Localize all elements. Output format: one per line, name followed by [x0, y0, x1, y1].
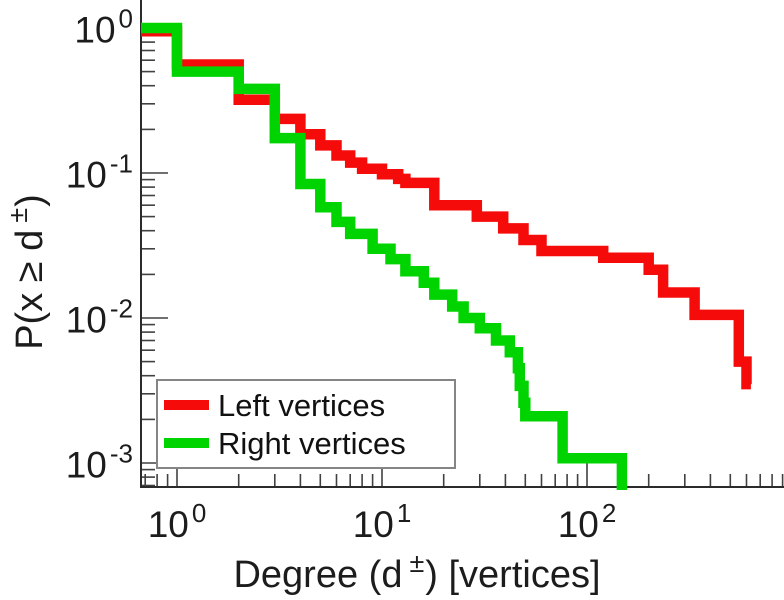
x-tick-label-10e2: 10 2	[557, 498, 617, 545]
x-axis-title-prefix: Degree (d	[233, 554, 403, 596]
y-axis-title-sup: ±	[3, 207, 33, 223]
y-tick-label-10e-3: 10 -3	[65, 438, 133, 486]
left-vertices-curve	[141, 25, 752, 390]
y-tick-label-10e-1: 10 -1	[65, 148, 133, 196]
y-tick-label-10e-2: 10 -2	[65, 293, 133, 341]
x-tick-label-10e1: 10 1	[352, 498, 412, 545]
x-axis-title: Degree (d ±) [vertices]	[233, 550, 601, 596]
x-tick-label-10e0: 10 0	[147, 498, 207, 545]
legend: Left vertices Right vertices	[156, 379, 456, 469]
legend-item-right-vertices: Right vertices	[164, 428, 448, 459]
y-axis-title-suffix: )	[9, 194, 51, 207]
right-vertices-swatch	[164, 438, 209, 448]
y-tick-label-10e0: 10 0	[74, 3, 133, 51]
right-vertices-curve	[141, 22, 628, 490]
left-vertices-swatch	[164, 400, 209, 410]
x-axis-title-suffix: ) [vertices]	[425, 554, 601, 596]
y-axis-title-prefix: P(x ≥ d	[9, 229, 51, 350]
right-vertices-label: Right vertices	[218, 425, 406, 461]
x-axis-title-sup: ±	[409, 548, 425, 578]
legend-item-left-vertices: Left vertices	[164, 390, 448, 421]
y-axis-title: P(x ≥ d ±)	[3, 194, 51, 350]
left-vertices-label: Left vertices	[218, 387, 386, 423]
